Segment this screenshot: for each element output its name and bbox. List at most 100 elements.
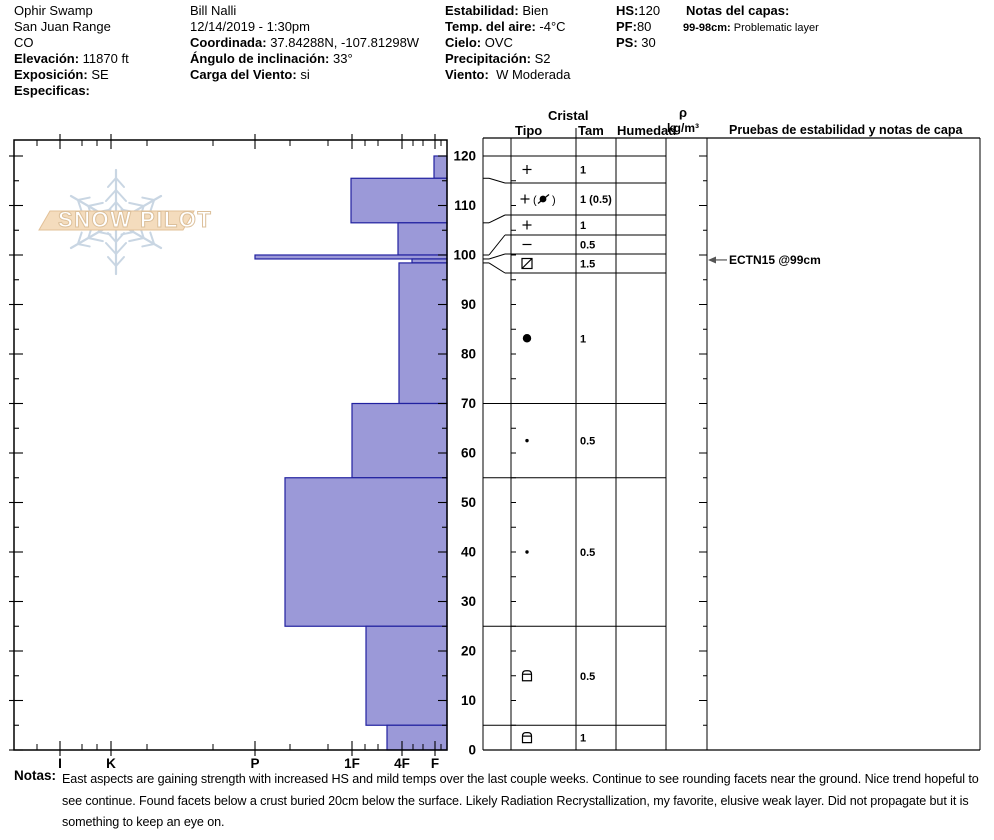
pit-name: Ophir Swamp [14, 3, 93, 18]
paren: ) [552, 195, 556, 207]
coords-line: Coordinada: 37.84288N, -107.81298W [190, 35, 419, 51]
snowflake-barb [87, 236, 104, 243]
stability-tests-header: Pruebas de estabilidad y notas de capa [729, 123, 963, 137]
aspect-line: Exposición: SE [14, 67, 109, 83]
air-temp-label: Temp. del aire: [445, 19, 536, 34]
layer-bar [386, 724, 448, 751]
snowflake-arm [105, 228, 127, 276]
depth-axis-label: 20 [461, 644, 476, 659]
notes-label: Notas: [14, 768, 57, 783]
leader-connector [488, 262, 506, 274]
snowflake-barb [128, 237, 145, 243]
grain-size-value: 1 [580, 333, 586, 345]
snowflake-barb [115, 232, 125, 243]
leader-connector [488, 214, 506, 224]
depth-axis-label: 70 [461, 396, 476, 411]
snowflake-barb [149, 199, 156, 213]
grain-size-value: 1 [580, 165, 586, 177]
range-name: San Juan Range [14, 19, 111, 34]
hardness-axis-label: 1F [344, 756, 360, 771]
rho-units-header: kg/m³ [667, 121, 700, 135]
aspect-value: SE [91, 67, 109, 82]
rounding-facet-crystal-icon [521, 670, 533, 682]
wind-loading-line: Carga del Viento: si [190, 67, 310, 83]
layer-table-grid [482, 128, 981, 751]
grain-size-value: 0.5 [580, 547, 595, 559]
snowpilot-banner [38, 210, 195, 231]
hs-line: HS:120 [616, 3, 660, 19]
specifics-label: Especificas: [14, 83, 90, 98]
rounded-grain-icon [522, 334, 532, 343]
snowflake-barb [105, 242, 117, 255]
stability-test-label: ECTN15 @99cm [729, 253, 821, 267]
row-leader-lines [483, 155, 511, 751]
tam-header: Tam [578, 123, 604, 138]
depth-axis-label: 90 [461, 297, 476, 312]
snowpilot-logo-text: SNOW PILOT [58, 207, 212, 232]
rho-header: ρ [679, 105, 688, 120]
air-temp-line: Temp. del aire: -4°C [445, 19, 566, 35]
snowflake-barb [115, 177, 125, 188]
snowflake-barb [115, 189, 127, 202]
depth-axis-label: 60 [461, 446, 476, 461]
observation-datetime: 12/14/2019 - 1:30pm [190, 19, 310, 34]
cristal-header: Cristal [548, 108, 589, 123]
observer-name: Bill Nalli [190, 3, 237, 18]
hardness-axis-label: F [431, 756, 439, 771]
ps-value: 30 [641, 35, 656, 50]
coords-value: 37.84288N, -107.81298W [270, 35, 420, 50]
precip-label: Precipitación: [445, 51, 531, 66]
layer-bar [284, 477, 448, 627]
depth-axis-label: 80 [461, 347, 476, 362]
depth-axis-label: 100 [453, 248, 476, 263]
leader-connector [488, 253, 506, 260]
pf-value: 80 [636, 19, 652, 34]
grain-size-value: 1 (0.5) [580, 194, 612, 206]
hardness-bars [254, 155, 448, 751]
grain-size-value: 1 [580, 733, 586, 745]
decomposing-crystal-icon [537, 194, 550, 204]
snowflake-barb [105, 189, 117, 202]
sky-label: Cielo: [445, 35, 482, 50]
aspect-label: Exposición: [14, 67, 88, 82]
depth-axis: 0 10 20 30 40 50 60 70 80 90 100 110 120 [9, 149, 476, 758]
ps-line: PS: 30 [616, 35, 656, 51]
rounding-facet-crystal-icon [521, 732, 533, 744]
elevation-label: Elevación: [14, 51, 80, 66]
snowflake-barb [76, 199, 83, 213]
hardness-axis: I K P 1F 4F F [36, 134, 442, 771]
rounded-grain-small-icon [525, 550, 529, 554]
snowpilot-watermark: SNOW PILOT [38, 168, 212, 276]
leader-connector [488, 177, 506, 184]
hs-value: 120 [638, 3, 661, 18]
depth-axis-label: 0 [468, 743, 476, 758]
snowflake-barb [76, 231, 83, 245]
snowflake-barb [115, 242, 127, 255]
slope-angle-value: 33° [333, 51, 353, 66]
tipo-header: Tipo [515, 123, 543, 138]
layer-note-depth: 99-98cm: [683, 22, 731, 34]
hs-label: HS: [616, 3, 639, 18]
snowflake-barb [141, 243, 156, 248]
sky-value: OVC [484, 35, 513, 50]
pf-line: PF:80 [616, 19, 651, 35]
wind-loading-label: Carga del Viento: [190, 67, 297, 82]
slope-angle-label: Ángulo de inclinación: [190, 51, 330, 66]
depth-axis-label: 10 [461, 693, 476, 708]
ps-label: PS: [616, 35, 638, 50]
snowflake-barb [76, 196, 91, 201]
layer-bar [433, 155, 448, 179]
specifics-line: Especificas: [14, 83, 90, 99]
stability-label: Estabilidad: [445, 3, 519, 18]
grain-size-value: 1.5 [580, 259, 595, 271]
paren: ( [533, 195, 537, 207]
plot-frame [13, 139, 448, 751]
wind-value: W Moderada [496, 67, 571, 82]
crust-crystal-icon [521, 258, 533, 269]
state-name: CO [14, 35, 34, 50]
wind-label: Viento: [445, 67, 489, 82]
notes-text: East aspects are gaining strength with i… [62, 772, 979, 829]
snowflake-barb [141, 196, 156, 201]
wind-loading-value: si [300, 67, 310, 82]
wind-line: Viento: W Moderada [445, 67, 570, 83]
